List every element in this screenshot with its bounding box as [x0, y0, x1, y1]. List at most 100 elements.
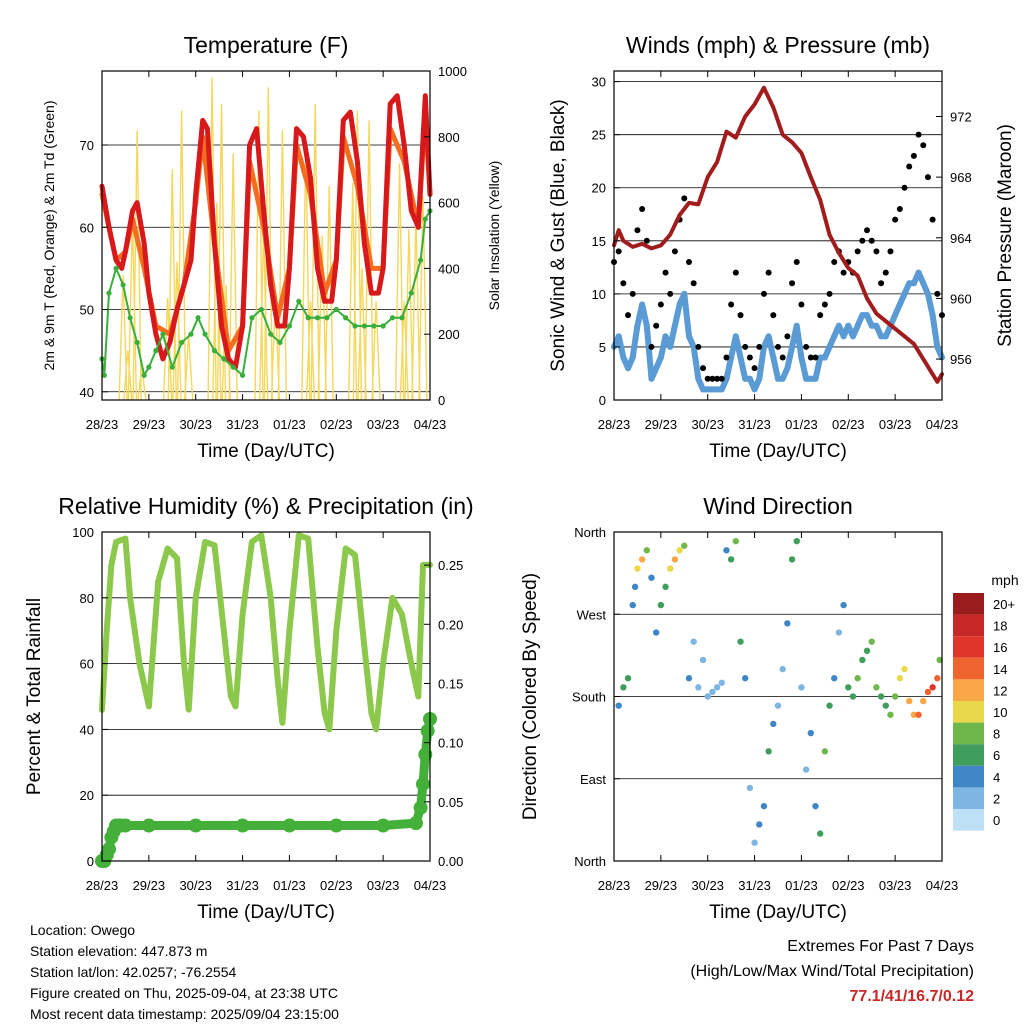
temperature-ytick-label-3: 70: [80, 138, 94, 153]
wind-line: [611, 269, 945, 393]
gust-point-47: [831, 259, 838, 266]
td-point-18: [230, 364, 236, 370]
precip-point-11: [188, 818, 203, 833]
direction-point-65: [915, 711, 922, 718]
gust-point-54: [864, 227, 871, 234]
gust-point-24: [723, 354, 730, 361]
direction-point-43: [812, 802, 819, 810]
gust-point-25: [728, 301, 735, 308]
wind-point-46: [826, 343, 833, 350]
wind-point-62: [901, 290, 908, 297]
winds-xtick-label-2: 30/23: [691, 417, 724, 432]
winds-ytick-label-1: 5: [599, 340, 606, 355]
td-point-27: [314, 315, 321, 321]
extremes-title: Extremes For Past 7 Days: [787, 938, 974, 955]
direction-point-8: [648, 574, 655, 581]
wind-point-35: [775, 375, 781, 382]
gust-point-27: [737, 312, 744, 319]
gust-point-19: [700, 365, 707, 372]
gust-point-33: [765, 269, 772, 276]
wind-direction-xtick-label-5: 02/23: [832, 878, 865, 893]
wind-direction-xtick-label-1: 29/23: [645, 878, 678, 893]
rh-line: [99, 532, 433, 733]
direction-point-42: [807, 729, 814, 737]
gust-point-30: [751, 365, 758, 372]
direction-point-20: [704, 693, 711, 700]
wind-direction-ytick-label-1: East: [580, 772, 606, 787]
gust-point-44: [817, 312, 824, 319]
wind-point-54: [864, 312, 871, 319]
legend-label-7: 6: [993, 748, 1000, 763]
gust-point-38: [789, 280, 796, 287]
direction-point-51: [849, 693, 857, 700]
wind-point-15: [681, 290, 688, 297]
direction-point-1: [620, 684, 627, 691]
direction-point-39: [793, 537, 800, 545]
direction-point-67: [924, 688, 932, 696]
wind-point-49: [840, 333, 847, 340]
direction-point-9: [652, 629, 660, 636]
wind-point-16: [685, 333, 692, 340]
humidity-y2tick-label-2: 0.10: [438, 736, 463, 751]
winds-xtick-label-5: 02/23: [832, 417, 865, 432]
gust-point-21: [709, 375, 716, 382]
td-point-37: [408, 290, 414, 296]
created-text: Figure created on Thu, 2025-09-04, at 23…: [30, 985, 338, 1001]
td-point-34: [380, 323, 386, 329]
solar-mark-33: [411, 215, 421, 401]
winds-y2label: Station Pressure (Maroon): [995, 124, 1016, 347]
temperature-y2tick-label-0: 0: [438, 393, 445, 408]
gust-point-18: [695, 343, 702, 350]
solar-mark-21: [305, 301, 316, 401]
solar-mark-29: [371, 301, 381, 401]
gust-point-66: [920, 142, 927, 149]
humidity-xtick-label-2: 30/23: [179, 878, 212, 893]
wind-point-5: [634, 322, 641, 329]
td-point-10: [160, 331, 166, 337]
td-point-2: [106, 290, 112, 296]
direction-point-70: [936, 656, 943, 664]
gust-point-63: [906, 163, 913, 170]
wind-point-23: [718, 386, 725, 393]
gust-point-55: [868, 237, 875, 244]
direction-point-46: [826, 702, 833, 709]
temperature-y2label: Solar Insolation (Yellow): [486, 161, 502, 311]
gust-point-40: [798, 301, 805, 308]
precip-point-16: [408, 816, 423, 831]
wind-direction-xtick-label-4: 01/23: [785, 878, 818, 893]
direction-point-12: [667, 565, 674, 572]
wind-point-9: [653, 365, 660, 372]
wind-point-36: [779, 375, 786, 382]
direction-point-23: [718, 679, 725, 686]
direction-point-60: [891, 693, 899, 700]
wind-point-8: [648, 375, 655, 382]
wind-point-1: [615, 333, 622, 340]
humidity-xtick-label-0: 28/23: [86, 878, 119, 893]
wind-point-7: [643, 322, 650, 329]
wind-point-25: [728, 354, 735, 361]
td-point-11: [169, 364, 175, 370]
winds-xtick-label-1: 29/23: [645, 417, 678, 432]
direction-point-27: [737, 638, 744, 645]
legend-swatch-1: [953, 614, 984, 637]
gust-point-7: [643, 237, 650, 244]
gust-point-36: [779, 354, 786, 361]
direction-point-69: [934, 675, 941, 682]
legend-label-4: 12: [993, 683, 1007, 698]
direction-point-44: [816, 830, 824, 837]
direction-point-21: [709, 688, 716, 696]
gust-point-57: [878, 280, 885, 287]
legend-swatch-6: [953, 722, 984, 745]
direction-point-0: [615, 702, 622, 709]
direction-point-10: [657, 601, 665, 609]
humidity-ytick-label-2: 40: [80, 722, 94, 737]
solar-mark-4: [137, 367, 147, 401]
direction-point-63: [906, 697, 913, 705]
temperature-ytick-label-0: 40: [80, 385, 94, 400]
direction-point-16: [685, 675, 693, 682]
humidity-ytick-label-4: 80: [80, 591, 94, 606]
wind-point-69: [934, 343, 941, 350]
wind-point-58: [882, 333, 889, 340]
humidity-ytick-label-0: 0: [87, 854, 94, 869]
gust-point-52: [854, 248, 861, 255]
